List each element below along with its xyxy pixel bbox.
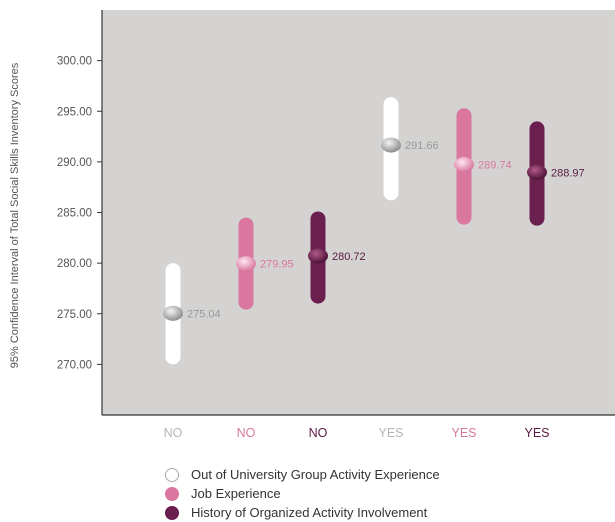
mean-marker [163,305,183,321]
legend-item-organized-activity: History of Organized Activity Involvemen… [165,503,440,522]
y-tick-label: 295.00 [57,106,92,118]
legend-item-out-of-university: Out of University Group Activity Experie… [165,465,440,484]
y-tick-label: 290.00 [57,157,92,169]
legend-label: History of Organized Activity Involvemen… [191,505,428,520]
legend-item-job-experience: Job Experience [165,484,440,503]
x-tick-label: YES [378,426,403,440]
legend-label: Job Experience [191,486,281,501]
legend-label: Out of University Group Activity Experie… [191,467,440,482]
y-tick-label: 285.00 [57,208,92,220]
mean-marker [236,256,256,272]
data-label: 275.04 [187,308,221,320]
data-label: 291.66 [405,140,439,152]
mean-marker [454,157,474,173]
legend-swatch-out-of-university [165,467,179,482]
y-tick-label: 300.00 [57,56,92,68]
data-label: 289.74 [478,160,512,172]
legend-swatch-job-experience [165,486,179,501]
x-tick-label: NO [309,426,328,440]
legend-swatch-organized-activity [165,505,179,520]
legend: Out of University Group Activity Experie… [165,465,440,522]
chart-marks: 270.00 275.00 280.00 285.00 290.00 295.00 300.… [57,56,585,440]
data-label: 288.97 [551,167,585,179]
y-tick-label: 270.00 [57,359,92,371]
x-tick-label: YES [524,426,549,440]
x-tick-label: NO [237,426,256,440]
x-tick-label: NO [164,426,183,440]
mean-marker [527,164,547,180]
data-label: 279.95 [260,259,294,271]
y-axis-label: 95% Confidence Interval of Total Social … [9,62,21,368]
y-tick-label: 275.00 [57,309,92,321]
data-label: 280.72 [332,251,366,263]
mean-marker [308,248,328,264]
mean-marker [381,137,401,153]
x-tick-label: YES [451,426,476,440]
y-tick-label: 280.00 [57,258,92,270]
